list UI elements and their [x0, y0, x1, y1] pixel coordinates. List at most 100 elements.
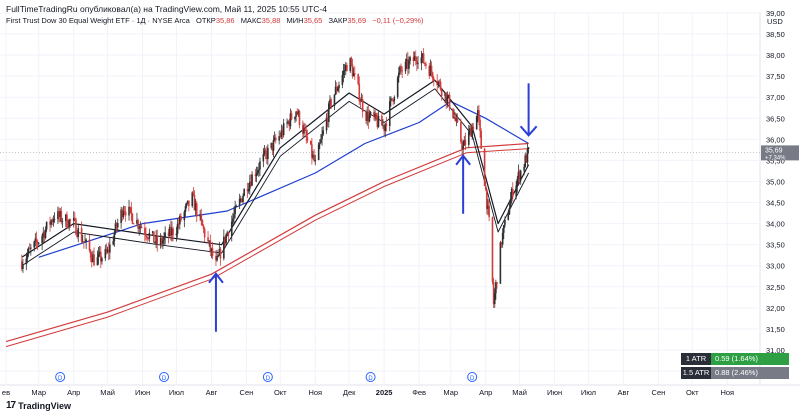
x-tick-label: Окт: [686, 388, 699, 397]
candle-body: [52, 219, 55, 222]
atr-key: 1.5 ATR: [681, 367, 711, 379]
candle-body: [475, 116, 478, 130]
x-tick-label: Фев: [412, 388, 426, 397]
candle-body: [302, 125, 304, 134]
candle-body: [467, 131, 470, 145]
candle-body: [225, 234, 227, 244]
candle-body: [30, 247, 32, 249]
arrowhead-icon: [208, 272, 224, 284]
candle-body: [294, 116, 296, 120]
candle-body: [226, 232, 229, 235]
candle-body: [463, 139, 466, 146]
candle-body: [351, 64, 354, 77]
candle-body: [526, 148, 529, 163]
candle-body: [146, 236, 148, 239]
atr-row-2: 1.5 ATR 0.88 (2.46%): [681, 367, 789, 379]
candle-body: [400, 66, 402, 71]
candle-body: [337, 88, 339, 92]
candle-body: [425, 63, 427, 67]
x-tick-label: Июл: [581, 388, 596, 397]
candle-body: [160, 238, 163, 244]
candle-body: [487, 205, 489, 209]
candle-body: [334, 86, 337, 95]
candle-body: [282, 123, 285, 136]
candle-body: [217, 255, 220, 257]
candle-body: [194, 203, 197, 211]
moving-average-lines: [5, 79, 530, 348]
x-tick-label: Мар: [443, 388, 458, 397]
candle-body: [67, 226, 69, 228]
candle-body: [66, 214, 68, 227]
candle-body: [383, 125, 385, 131]
candle-body: [423, 63, 426, 64]
candle-body: [89, 250, 92, 258]
candle-body: [288, 121, 291, 127]
candle-body: [90, 257, 93, 263]
candle-body: [376, 119, 379, 127]
candle-body: [440, 89, 443, 97]
candle-body: [274, 137, 277, 141]
candle-body: [287, 121, 289, 123]
candle-body: [297, 111, 300, 115]
atr-value: 0.88 (2.46%): [711, 367, 789, 379]
candle-body: [273, 137, 276, 141]
candle-body: [328, 103, 330, 122]
candle-body: [83, 241, 85, 243]
candle-body: [524, 155, 527, 167]
y-tick-label: 31,00: [766, 346, 785, 355]
candle-body: [281, 130, 284, 136]
candle-body: [185, 203, 188, 207]
candle-body: [60, 211, 63, 222]
candle-body: [139, 226, 142, 228]
candle-body: [349, 58, 352, 72]
tradingview-logo[interactable]: 17 TradingView: [6, 400, 71, 411]
candle-body: [343, 70, 346, 72]
candle-body: [509, 199, 512, 209]
candle-body: [192, 192, 195, 195]
atr-key: 1 ATR: [681, 353, 711, 365]
candle-body: [439, 81, 442, 90]
candle-body: [523, 166, 525, 171]
candle-body: [483, 148, 486, 186]
candle-body: [154, 242, 156, 244]
candle-body: [176, 223, 179, 234]
candle-body: [455, 118, 458, 121]
candle-body: [495, 282, 497, 294]
candle-body: [88, 239, 91, 251]
x-tick-label: Дек: [343, 388, 356, 397]
x-tick-label: Авг: [618, 388, 630, 397]
candle-body: [346, 64, 348, 72]
candle-body: [404, 61, 407, 72]
candle-body: [519, 170, 522, 181]
candle-body: [446, 96, 449, 104]
candle-body: [250, 181, 252, 186]
candle-body: [21, 261, 23, 269]
candle-body: [272, 140, 275, 151]
candle-body: [61, 221, 64, 222]
candle-body: [195, 203, 198, 217]
candle-body: [28, 248, 31, 250]
candle-body: [352, 73, 355, 77]
candle-body: [318, 143, 321, 145]
candle-body: [241, 198, 243, 203]
open-label: ОТКР: [196, 16, 216, 25]
candle-body: [470, 128, 472, 137]
candle-body: [207, 237, 209, 242]
candle-body: [341, 75, 344, 85]
candle-body: [93, 254, 95, 266]
candle-body: [367, 111, 370, 122]
candle-body: [500, 242, 503, 245]
atr-row-1: 1 ATR 0.59 (1.64%): [681, 353, 789, 365]
dividend-marker-icon: [159, 372, 170, 382]
change-value: −0,11 (−0,29%): [372, 16, 424, 25]
candle-body: [306, 137, 309, 141]
candle-body: [96, 257, 99, 266]
candle-body: [50, 220, 52, 225]
candle-body: [525, 155, 528, 163]
candle-body: [136, 220, 138, 224]
y-tick-label: 32,50: [766, 283, 785, 292]
candle-body: [76, 234, 78, 237]
time-axis[interactable]: ев Мар Апр Май Июн Июл Авг Сен Окт Ноя Дек 2025 Фев М…: [2, 388, 734, 397]
